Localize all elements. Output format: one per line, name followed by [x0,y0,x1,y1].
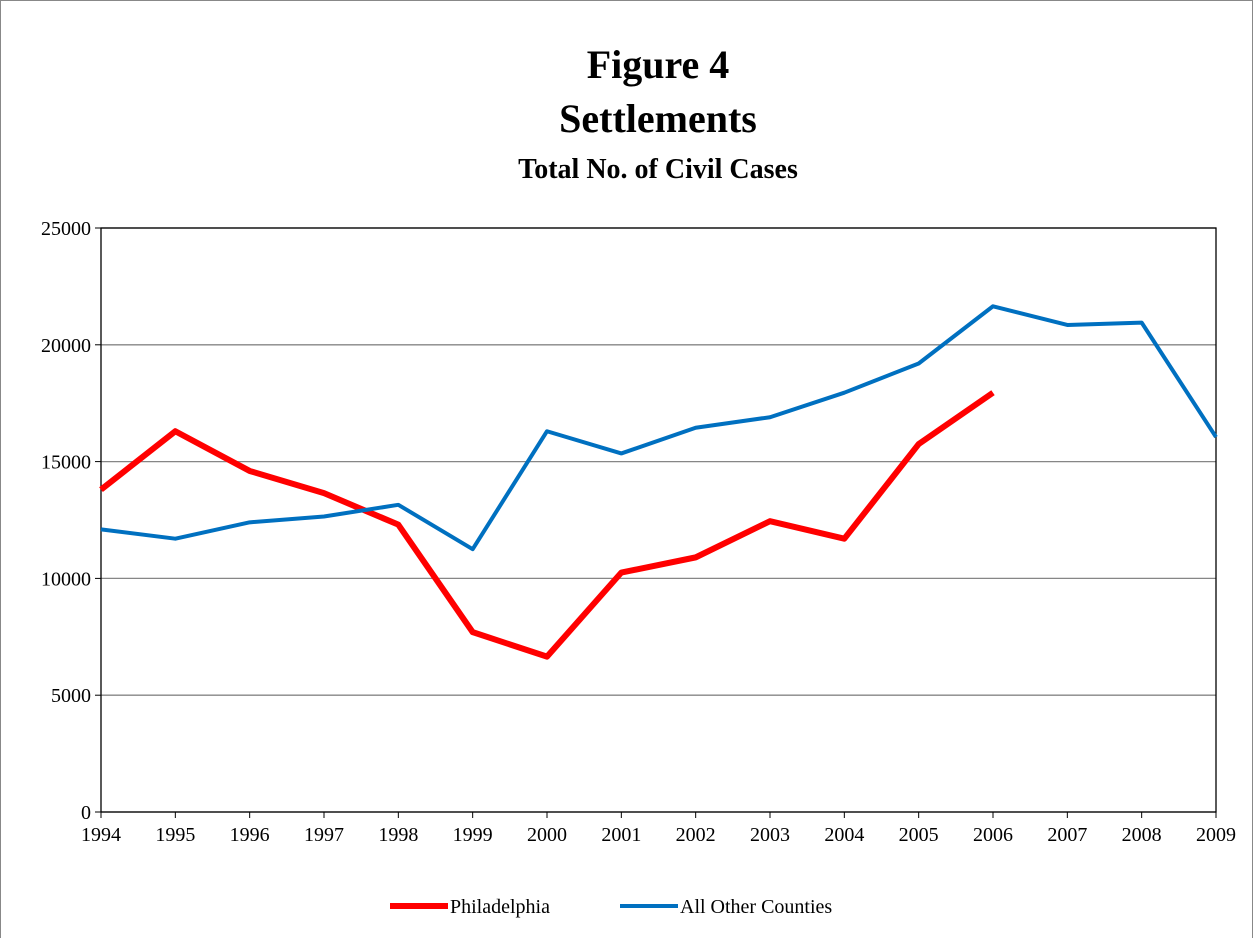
x-tick-label: 1997 [304,824,344,846]
x-tick-label: 1994 [81,824,121,846]
x-tick-label: 2002 [676,824,716,846]
x-tick-label: 2008 [1122,824,1162,846]
y-tick-label: 0 [81,802,91,824]
chart-subtitle: Settlements [559,96,757,141]
y-tick-label: 25000 [41,218,91,240]
plot-border [100,227,1217,813]
x-tick-label: 2004 [824,824,864,846]
series-line [99,390,995,660]
x-tick-label: 1999 [453,824,493,846]
legend-label: All Other Counties [680,896,832,918]
legend-label: Philadelphia [450,896,550,918]
x-tick-label: 2000 [527,824,567,846]
x-tick-label: 2007 [1047,824,1087,846]
x-tick-label: 2003 [750,824,790,846]
x-tick-label: 2001 [601,824,641,846]
y-tick-label: 20000 [41,335,91,357]
y-tick-label: 15000 [41,452,91,474]
x-tick-label: 2009 [1196,824,1236,846]
x-tick-label: 1995 [155,824,195,846]
chart-title: Figure 4 [587,42,730,87]
y-tick-label: 5000 [51,685,91,707]
x-tick-label: 1998 [378,824,418,846]
x-tick-label: 2006 [973,824,1013,846]
series-line [100,304,1218,552]
chart-subtitle: Total No. of Civil Cases [518,154,798,185]
x-tick-label: 1996 [230,824,270,846]
y-tick-label: 10000 [41,568,91,590]
x-tick-label: 2005 [899,824,939,846]
